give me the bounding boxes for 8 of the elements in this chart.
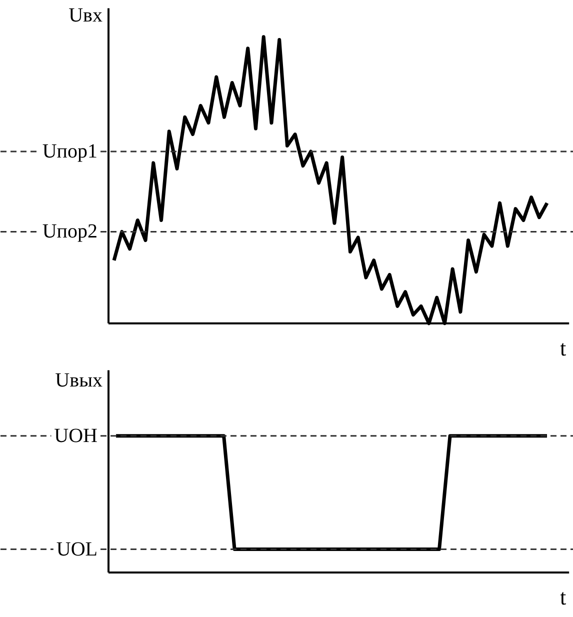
ref-line-label: Uпор1 — [42, 140, 98, 162]
x-axis-title: t — [560, 335, 566, 360]
ref-line-label: UOL — [56, 538, 98, 560]
y-axis-title: Uвх — [68, 4, 103, 26]
x-axis-title: t — [560, 584, 566, 610]
y-axis-title: Uвых — [55, 370, 103, 392]
ref-line-label: Uпор2 — [42, 220, 98, 243]
ref-line-label: UOH — [54, 424, 98, 447]
